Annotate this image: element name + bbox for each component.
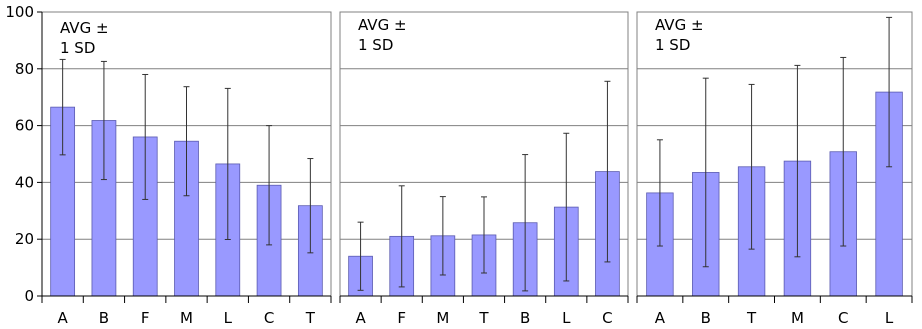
x-tick-label: L (562, 309, 571, 327)
panel-3-frame (636, 11, 913, 297)
panel-annotation: AVG ± (358, 16, 407, 34)
y-tick-label: 20 (15, 230, 34, 248)
y-tick-label: 40 (15, 173, 34, 191)
x-tick-label: T (478, 309, 489, 327)
x-tick-label: B (99, 309, 109, 327)
x-tick-label: L (885, 309, 894, 327)
x-tick-label: A (655, 309, 666, 327)
panel-annotation: 1 SD (655, 36, 690, 54)
x-tick-label: B (701, 309, 711, 327)
x-tick-label: M (791, 309, 804, 327)
x-tick-label: C (264, 309, 274, 327)
x-tick-label: C (602, 309, 612, 327)
panel-annotation: 1 SD (60, 39, 95, 57)
x-tick-label: M (180, 309, 193, 327)
x-tick-label: A (355, 309, 366, 327)
x-tick-label: T (746, 309, 757, 327)
y-tick-label: 100 (5, 3, 34, 21)
y-tick-label: 60 (15, 117, 34, 135)
x-tick-label: B (520, 309, 530, 327)
panel-annotation: 1 SD (358, 36, 393, 54)
x-tick-label: C (838, 309, 848, 327)
x-tick-label: L (224, 309, 233, 327)
y-tick-label: 0 (24, 287, 34, 305)
panel-annotation: AVG ± (60, 19, 109, 37)
x-tick-label: A (58, 309, 69, 327)
y-tick-label: 80 (15, 60, 34, 78)
x-tick-label: M (436, 309, 449, 327)
x-tick-label: F (397, 309, 406, 327)
panel-annotation: AVG ± (655, 16, 704, 34)
x-tick-label: T (305, 309, 316, 327)
x-tick-label: F (141, 309, 150, 327)
